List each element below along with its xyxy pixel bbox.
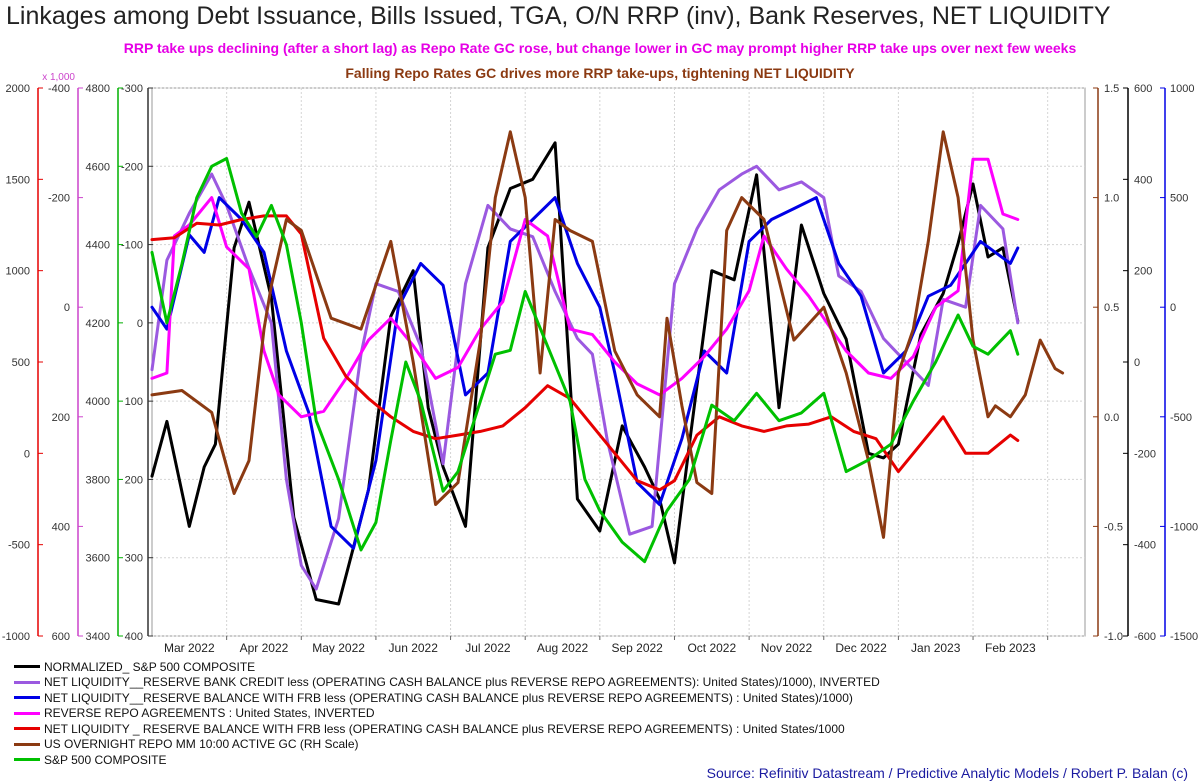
axis-purple-tick-label: 300 [125,553,143,565]
legend-item: REVERSE REPO AGREEMENTS : United States,… [14,706,880,722]
axis-purple-tick-label: 100 [125,396,143,408]
chart-subtitle-2: Falling Repo Rates GC drives more RRP ta… [345,65,855,81]
axis-brown-tick-label: 1.5 [1104,83,1119,95]
axis-black-tick-label: 600 [1134,83,1152,95]
axis-purple-tick-label: -300 [121,83,143,95]
axis-blue-tick-label: -1500 [1170,631,1198,643]
legend-item: S&P 500 COMPOSITE [14,752,880,768]
axis-green-tick-label: 4400 [86,240,110,252]
x-tick-label: Nov 2022 [761,641,813,655]
axis-magenta-tick-label: 400 [52,521,70,533]
legend-swatch [14,680,40,684]
legend-swatch [14,711,40,715]
x-tick-label: Apr 2022 [240,641,289,655]
axis-magenta-tick-label: 600 [52,631,70,643]
axis-blue-tick-label: -500 [1170,412,1192,424]
axis-purple-tick-label: -100 [121,240,143,252]
axis-black-tick-label: -200 [1134,448,1156,460]
legend-label: US OVERNIGHT REPO MM 10:00 ACTIVE GC (RH… [44,737,359,752]
axis-magenta-tick-label: 0 [64,302,70,314]
axis-green-tick-label: 4200 [86,318,110,330]
chart-title: Linkages among Debt Issuance, Bills Issu… [6,2,1111,30]
series-line-0 [150,141,1020,606]
legend-item: US OVERNIGHT REPO MM 10:00 ACTIVE GC (RH… [14,737,880,753]
axis-brown-tick-label: 0.5 [1104,302,1119,314]
axis-green-tick-label: 4800 [86,83,110,95]
legend-label: NET LIQUIDITY _ RESERVE BALANCE WITH FRB… [44,721,845,736]
axis-blue-tick-label: 500 [1170,193,1188,205]
axis-blue-tick-label: -1000 [1170,521,1198,533]
axis-brown-tick-label: 1.0 [1104,193,1119,205]
legend-swatch [14,696,40,700]
axis-black-tick-label: 400 [1134,174,1152,186]
legend-item: NET LIQUIDITY__RESERVE BANK CREDIT less … [14,675,880,691]
axis-magenta-tick-label: -200 [48,193,70,205]
series-line-3 [150,157,1020,419]
axis-red-tick-label: 0 [24,448,30,460]
chart-subtitle-1: RRP take ups declining (after a short la… [123,40,1077,56]
axis-brown-tick-label: 0.0 [1104,412,1119,424]
x-tick-label: Mar 2022 [164,641,215,655]
legend-swatch [14,758,40,762]
axis-red-tick-label: -1000 [2,631,30,643]
legend-label: REVERSE REPO AGREEMENTS : United States,… [44,706,375,721]
series-line-6 [150,157,1020,564]
axis-red-tick-label: -500 [8,540,30,552]
series-line-5 [150,130,1065,539]
legend-item: NORMALIZED_ S&P 500 COMPOSITE [14,659,880,675]
axis-purple-tick-label: 400 [125,631,143,643]
legend-swatch [14,742,40,746]
source-credit: Source: Refinitiv Datastream / Predictiv… [706,765,1188,781]
axis-black-tick-label: -400 [1134,540,1156,552]
axis-green-tick-label: 3600 [86,553,110,565]
axis-green-tick-label: 3400 [86,631,110,643]
x-tick-label: Sep 2022 [611,641,663,655]
axis-black-tick-label: 200 [1134,266,1152,278]
legend-item: NET LIQUIDITY _ RESERVE BALANCE WITH FRB… [14,721,880,737]
legend-label: NET LIQUIDITY__RESERVE BANK CREDIT less … [44,675,880,690]
axis-purple-tick-label: 200 [125,474,143,486]
x-tick-label: Feb 2023 [985,641,1036,655]
axis-red-tick-label: 1500 [6,174,30,186]
chart-legend: NORMALIZED_ S&P 500 COMPOSITE NET LIQUID… [14,659,880,768]
axis-purple-tick-label: 0 [137,318,143,330]
x-tick-label: Aug 2022 [537,641,589,655]
axis-red-tick-label: 2000 [6,83,30,95]
x-tick-label: Jul 2022 [465,641,511,655]
x-tick-label: May 2022 [312,641,365,655]
axis-green-tick-label: 3800 [86,474,110,486]
axis-green-tick-label: 4000 [86,396,110,408]
axis-black-tick-label: -600 [1134,631,1156,643]
axis-brown-tick-label: -1.0 [1104,631,1123,643]
legend-label: NORMALIZED_ S&P 500 COMPOSITE [44,659,256,674]
legend-label: NET LIQUIDITY__RESERVE BALANCE WITH FRB … [44,690,853,705]
axis-green-tick-label: 4600 [86,161,110,173]
x-tick-label: Dec 2022 [835,641,887,655]
series-line-1 [150,164,1020,591]
axis-brown-tick-label: -0.5 [1104,521,1123,533]
axis-blue-tick-label: 1000 [1170,83,1194,95]
legend-swatch [14,665,40,669]
legend-item: NET LIQUIDITY__RESERVE BALANCE WITH FRB … [14,690,880,706]
axis-red-tick-label: 500 [12,357,30,369]
axis-black-tick-label: 0 [1134,357,1140,369]
x-tick-label: Oct 2022 [687,641,736,655]
axis-blue-tick-label: 0 [1170,302,1176,314]
axis-purple-tick-label: -200 [121,161,143,173]
legend-swatch [14,727,40,731]
axis-magenta-unit-label: x 1,000 [42,72,75,83]
axis-red-tick-label: 1000 [6,266,30,278]
legend-label: S&P 500 COMPOSITE [44,752,167,767]
x-tick-label: Jun 2022 [389,641,439,655]
axis-magenta-tick-label: 200 [52,412,70,424]
series-line-4 [150,214,1020,492]
x-tick-label: Jan 2023 [911,641,961,655]
axis-magenta-tick-label: -400 [48,83,70,95]
